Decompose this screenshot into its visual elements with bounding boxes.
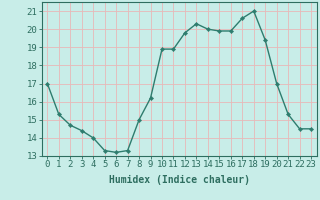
X-axis label: Humidex (Indice chaleur): Humidex (Indice chaleur)	[109, 175, 250, 185]
